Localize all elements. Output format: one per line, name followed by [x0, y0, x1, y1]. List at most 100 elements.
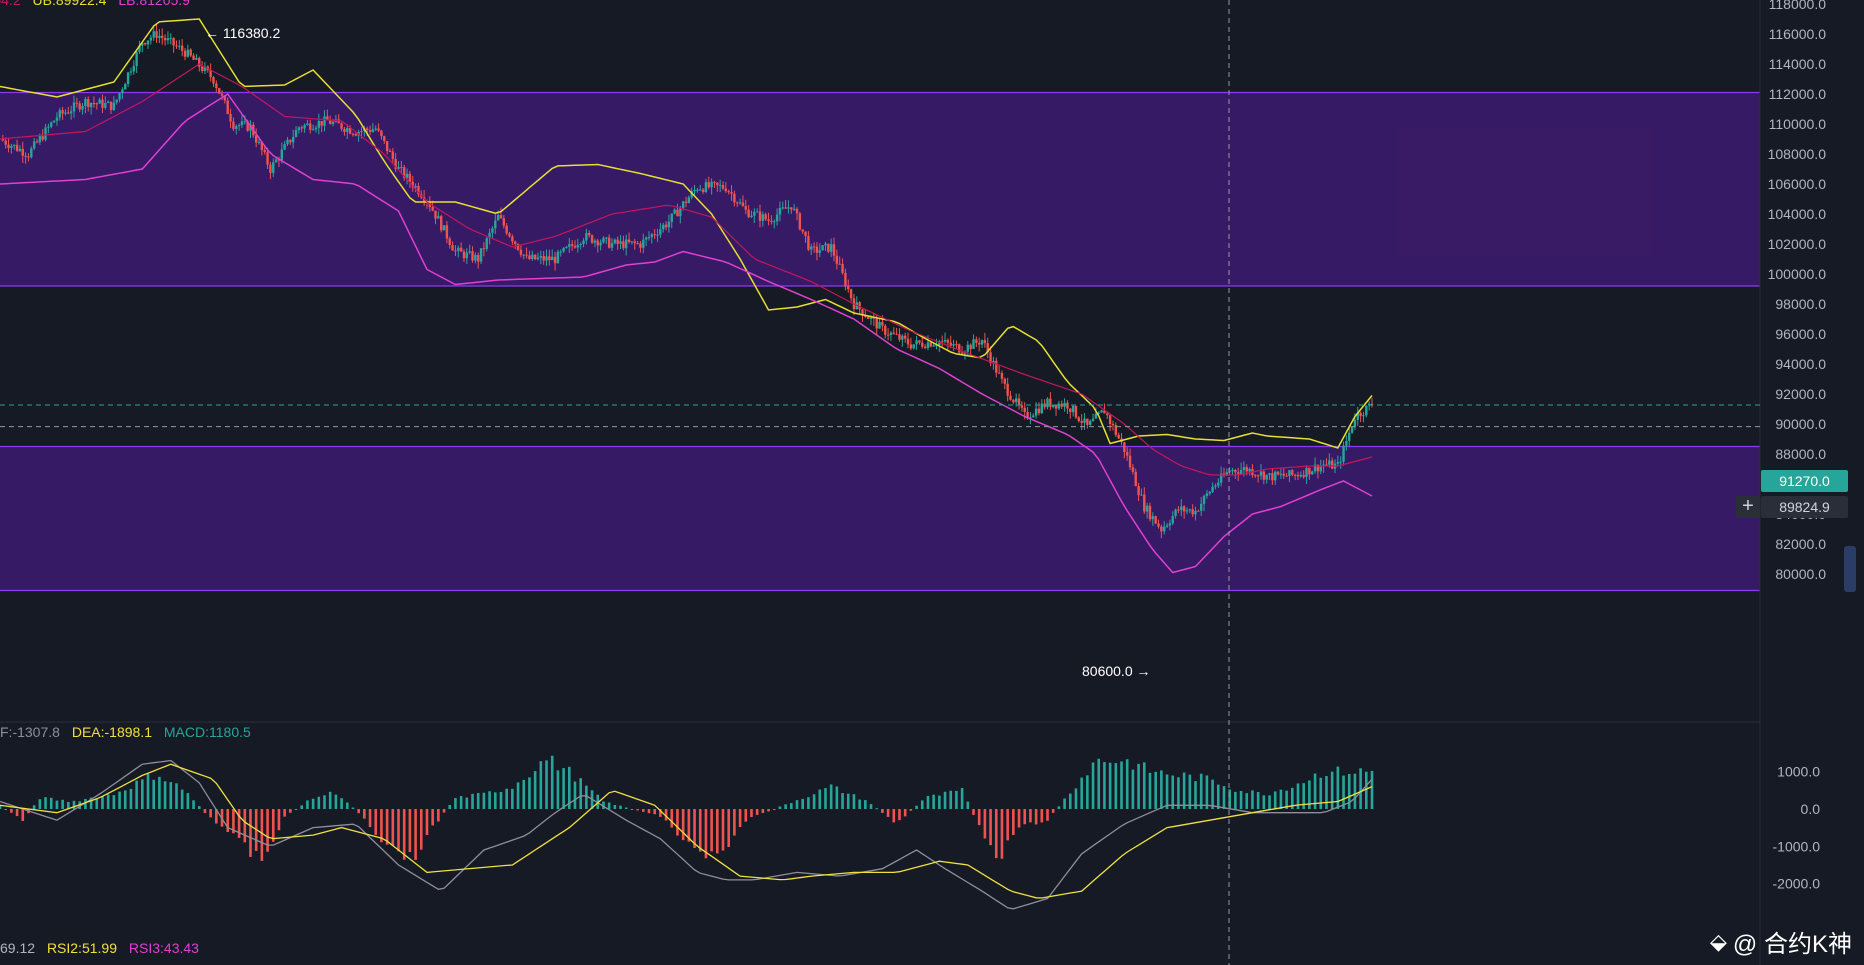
high-marker-arrow: ← — [205, 25, 223, 41]
macd-histogram-bar — [624, 807, 628, 809]
candle-body — [744, 206, 747, 210]
macd-histogram-bar — [1091, 762, 1095, 809]
macd-histogram-bar — [812, 794, 816, 809]
candle-body — [217, 88, 221, 94]
macd-histogram-bar — [351, 807, 355, 809]
candle-body — [798, 213, 802, 230]
candle-body — [784, 207, 787, 209]
candle-body — [1034, 408, 1038, 416]
candle-body — [1012, 399, 1015, 403]
candle-body — [1123, 442, 1126, 452]
candle-body — [303, 125, 306, 129]
candle-body — [1006, 383, 1009, 396]
candle-body — [1168, 523, 1172, 526]
candle-body — [10, 145, 13, 148]
candle-body — [864, 315, 867, 317]
candle-body — [1083, 418, 1086, 423]
add-crosshair-icon[interactable]: + — [1736, 496, 1760, 518]
macd-histogram-bar — [1029, 809, 1032, 823]
candle-body — [178, 45, 181, 47]
candle-body — [886, 334, 890, 336]
candle-body — [516, 243, 520, 250]
macd-histogram-bar — [607, 802, 611, 809]
candle-body — [106, 101, 110, 103]
candle-body — [704, 182, 708, 192]
candle-body — [220, 93, 224, 96]
candle-body — [101, 99, 104, 108]
candle-body — [1037, 408, 1041, 414]
candle-body — [1188, 509, 1192, 511]
macd-histogram-bar — [271, 809, 275, 842]
candle-body — [246, 121, 249, 131]
candle-body — [397, 166, 400, 170]
candle-body — [1242, 467, 1246, 471]
candle-body — [445, 225, 449, 239]
candle-body — [340, 123, 343, 129]
candle-body — [681, 201, 685, 209]
macd-histogram-bar — [38, 799, 42, 809]
price-axis-tick: 118000.0 — [1769, 0, 1827, 12]
candle-body — [266, 152, 269, 165]
macd-histogram-bar — [1006, 809, 1009, 841]
macd-histogram-bar — [334, 794, 338, 809]
low-marker-arrow: → — [1133, 663, 1151, 679]
price-axis-tick: 100000.0 — [1768, 266, 1827, 282]
candle-body — [180, 45, 184, 51]
candle-body — [289, 139, 292, 143]
candle-body — [821, 245, 824, 251]
macd-histogram-bar — [112, 795, 116, 809]
candle-body — [1302, 474, 1305, 478]
macd-histogram-bar — [21, 809, 25, 821]
candle-body — [1003, 378, 1007, 384]
macd-histogram-bar — [84, 798, 87, 809]
macd-histogram-bar — [898, 809, 901, 821]
macd-histogram-bar — [397, 809, 400, 852]
candle-body — [1137, 486, 1140, 496]
macd-histogram-bar — [363, 809, 366, 819]
candle-body — [992, 360, 995, 364]
candle-body — [1265, 474, 1268, 480]
candle-body — [135, 51, 138, 67]
candle-body — [454, 250, 457, 252]
scroll-handle[interactable] — [1844, 546, 1856, 592]
candle-body — [528, 255, 531, 259]
candle-body — [351, 133, 355, 135]
candle-body — [47, 126, 50, 128]
macd-histogram-bar — [72, 800, 76, 809]
candle-body — [593, 240, 597, 243]
candle-body — [337, 119, 340, 124]
candle-body — [585, 233, 588, 241]
macd-dea-line — [0, 763, 1373, 899]
candle-body — [1342, 445, 1345, 462]
candle-body — [1197, 510, 1200, 512]
candle-body — [1080, 421, 1083, 423]
candle-body — [1339, 461, 1342, 463]
macd-axis-tick: -2000.0 — [1773, 876, 1821, 892]
candle-body — [249, 124, 252, 131]
candle-body — [465, 252, 469, 259]
candle-body — [235, 126, 238, 129]
candle-body — [306, 123, 309, 126]
macd-histogram-bar — [1080, 777, 1083, 809]
candle-body — [915, 340, 918, 345]
candle-body — [1074, 406, 1078, 418]
candle-body — [989, 352, 992, 364]
macd-histogram-bar — [829, 784, 833, 809]
macd-histogram-bar — [146, 773, 150, 809]
candle-body — [286, 139, 289, 145]
price-axis-tick: 98000.0 — [1775, 296, 1826, 312]
macd-histogram-bar — [425, 809, 429, 835]
candle-body — [690, 191, 693, 198]
candle-body — [673, 209, 676, 214]
candle-body — [1353, 419, 1357, 428]
macd-histogram-bar — [670, 809, 674, 828]
candle-body — [1299, 474, 1303, 477]
candle-body — [610, 243, 614, 248]
candle-body — [738, 202, 742, 204]
macd-histogram-bar — [215, 809, 218, 824]
candle-body — [215, 83, 218, 89]
candle-body — [590, 235, 594, 243]
candle-body — [1014, 398, 1018, 403]
candle-body — [237, 125, 241, 127]
